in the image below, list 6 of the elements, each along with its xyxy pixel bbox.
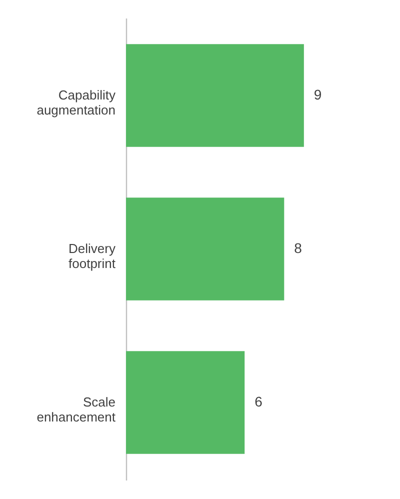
data-label: 9	[314, 86, 322, 103]
y-tick-label: Capability augmentation	[36, 88, 116, 118]
data-label: 6	[254, 393, 263, 410]
y-tick-label: Delivery footprint	[68, 241, 116, 271]
y-tick-label: Scale enhancement	[36, 394, 116, 424]
data-label: 8	[294, 240, 302, 256]
